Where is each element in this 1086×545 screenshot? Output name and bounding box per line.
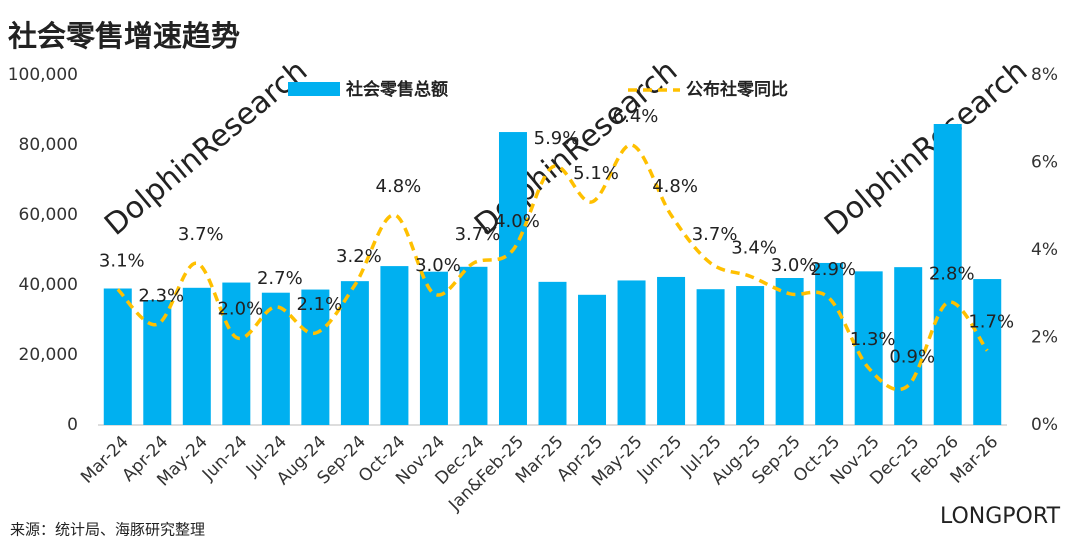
bar [538, 281, 567, 425]
bar [933, 124, 962, 425]
y-tick-label: 20,000 [19, 345, 78, 365]
y-tick-label: 80,000 [19, 135, 78, 155]
data-label: 3.4% [731, 237, 777, 258]
watermark: DolphinResearch [818, 53, 1034, 242]
y2-tick-label: 4% [1031, 240, 1058, 260]
bar [854, 271, 883, 425]
bar [459, 266, 488, 425]
y2-tick-label: 8% [1031, 65, 1058, 85]
bar [736, 286, 765, 425]
data-label: 2.9% [810, 259, 856, 280]
bar [894, 267, 923, 425]
data-label: 4.0% [494, 211, 540, 232]
data-label: 4.8% [376, 176, 422, 197]
watermark: LONGPORT [940, 504, 1061, 529]
bar [222, 282, 251, 425]
data-label: 2.8% [929, 264, 975, 285]
chart-title: 社会零售增速趋势 [8, 19, 240, 53]
watermark: DolphinResearch [98, 53, 314, 242]
bar [301, 289, 330, 425]
legend-swatch [288, 82, 340, 96]
x-tick-label: Jun-24 [198, 432, 251, 485]
y-tick-label: 60,000 [19, 205, 78, 225]
data-label: 5.1% [573, 163, 619, 184]
legend-label: 公布社零同比 [686, 79, 788, 100]
source-note: 来源：统计局、海豚研究整理 [10, 521, 205, 539]
bar [617, 280, 646, 425]
bar [182, 287, 211, 425]
data-label: 6.4% [613, 106, 659, 127]
data-label: 3.1% [99, 250, 145, 271]
data-label: 3.7% [455, 224, 501, 245]
y-tick-label: 40,000 [19, 275, 78, 295]
bar [578, 294, 607, 425]
x-tick-label: Jun-25 [633, 432, 686, 485]
yoy-line [116, 143, 989, 392]
y2-tick-label: 6% [1031, 153, 1058, 173]
bar [380, 266, 409, 425]
data-label: 1.7% [968, 312, 1014, 333]
bar [143, 300, 172, 425]
data-label: 4.8% [652, 176, 698, 197]
y-tick-label: 0 [67, 415, 78, 435]
data-label: 3.0% [771, 255, 817, 276]
data-label: 3.0% [415, 255, 461, 276]
bar [775, 278, 804, 425]
data-label: 0.9% [889, 347, 935, 368]
y-tick-label: 100,000 [8, 65, 78, 85]
y2-tick-label: 2% [1031, 328, 1058, 348]
data-label: 2.0% [217, 299, 263, 320]
y2-tick-label: 0% [1031, 415, 1058, 435]
bar [103, 288, 132, 425]
data-label: 5.9% [534, 128, 580, 149]
bar [657, 276, 686, 425]
data-label: 3.7% [178, 224, 224, 245]
bar [498, 132, 527, 426]
legend-label: 社会零售总额 [345, 79, 448, 100]
data-label: 2.1% [297, 294, 343, 315]
bar [815, 262, 844, 425]
data-label: 1.3% [850, 329, 896, 350]
data-label: 2.7% [257, 268, 303, 289]
bar [419, 271, 448, 425]
bar [340, 281, 369, 425]
data-label: 2.3% [138, 285, 184, 306]
data-label: 3.7% [692, 224, 738, 245]
data-label: 3.2% [336, 246, 382, 267]
x-tick-label: Mar-24 [77, 432, 133, 488]
bar [973, 279, 1002, 425]
bar [696, 289, 725, 425]
